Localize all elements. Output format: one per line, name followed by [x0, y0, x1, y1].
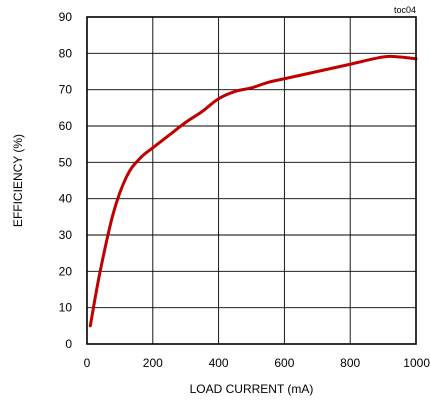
x-tick-labels: 0 200 400 600 800 1000 [84, 356, 430, 370]
y-tick-label-0: 0 [65, 337, 72, 351]
x-tick-label-2: 400 [209, 356, 229, 370]
x-tick-label-5: 1000 [403, 356, 430, 370]
chart-annotation: toc04 [394, 5, 416, 15]
y-axis-title: EFFICIENCY (%) [11, 134, 25, 227]
y-tick-label-6: 60 [59, 119, 73, 133]
x-tick-label-3: 600 [274, 356, 294, 370]
y-tick-label-3: 30 [59, 228, 73, 242]
x-tick-label-4: 800 [340, 356, 360, 370]
y-tick-label-5: 50 [59, 155, 73, 169]
y-tick-label-2: 20 [59, 264, 73, 278]
plot-frame [86, 16, 417, 345]
x-tick-label-1: 200 [143, 356, 163, 370]
grid-lines [87, 17, 416, 344]
y-tick-label-7: 70 [59, 83, 73, 97]
y-tick-labels: 0 10 20 30 40 50 60 70 80 90 [59, 10, 73, 351]
x-axis-title: LOAD CURRENT (mA) [190, 382, 314, 396]
y-tick-label-8: 80 [59, 46, 73, 60]
x-tick-label-0: 0 [84, 356, 91, 370]
y-tick-label-4: 40 [59, 192, 73, 206]
y-tick-label-9: 90 [59, 10, 73, 24]
efficiency-series-line-0 [88, 54, 418, 328]
y-tick-label-1: 10 [59, 301, 73, 315]
data-series [88, 54, 418, 328]
